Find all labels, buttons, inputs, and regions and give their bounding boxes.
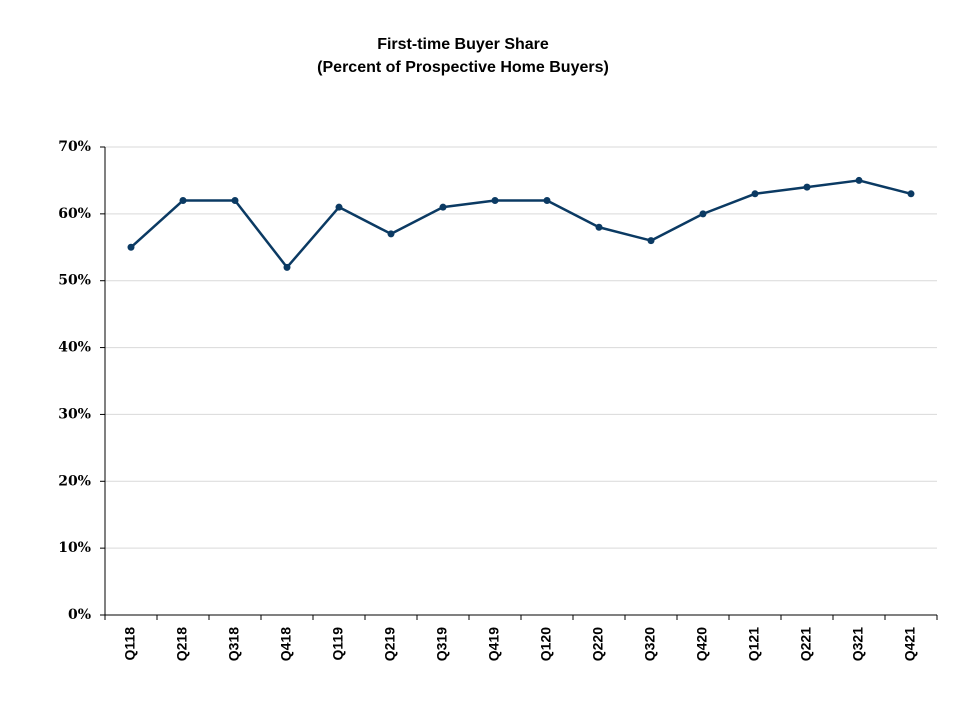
data-point <box>855 176 863 184</box>
data-point <box>751 190 759 198</box>
y-tick-label: 50% <box>58 273 91 289</box>
y-tick-label: 40% <box>58 340 91 356</box>
data-point <box>439 203 447 211</box>
data-point <box>543 196 551 204</box>
y-axis-tick-labels: 0% 10% 20% 30% 40% 50% 60% 70% <box>58 139 91 623</box>
series-layer <box>127 176 915 271</box>
x-tick-label: Q220 <box>590 627 606 661</box>
data-point <box>803 183 811 191</box>
chart-title: First-time Buyer Share <box>377 36 549 53</box>
x-tick-label: Q319 <box>434 627 450 661</box>
series-line <box>130 179 912 269</box>
x-tick-label: Q121 <box>746 627 762 661</box>
y-tick-label: 70% <box>58 139 91 155</box>
x-tick-label: Q419 <box>486 627 502 661</box>
axes <box>100 146 938 620</box>
data-point <box>595 223 603 231</box>
x-tick-label: Q221 <box>798 627 814 661</box>
data-point <box>491 196 499 204</box>
x-tick-label: Q321 <box>850 627 866 661</box>
y-tick-label: 20% <box>58 473 91 489</box>
y-tick-label: 30% <box>58 406 91 422</box>
x-tick-label: Q421 <box>902 627 918 661</box>
data-point <box>907 190 915 198</box>
x-tick-label: Q219 <box>382 627 398 661</box>
y-tick-label: 10% <box>58 540 91 556</box>
data-point <box>127 243 135 251</box>
x-tick-label: Q318 <box>226 627 242 661</box>
data-point <box>335 203 343 211</box>
x-tick-label: Q418 <box>278 627 294 661</box>
x-tick-label: Q118 <box>122 627 138 661</box>
data-point <box>231 196 239 204</box>
data-point <box>283 263 291 271</box>
data-point <box>647 237 655 245</box>
data-point <box>179 196 187 204</box>
x-tick-label: Q218 <box>174 627 190 661</box>
x-axis-tick-labels: Q118 Q218 Q318 Q418 Q119 Q219 Q319 Q419 Q120 Q220… <box>122 627 918 661</box>
x-tick-label: Q420 <box>694 627 710 661</box>
x-tick-label: Q119 <box>330 627 346 661</box>
y-tick-label: 60% <box>58 206 91 222</box>
chart-subtitle: (Percent of Prospective Home Buyers) <box>317 59 609 76</box>
data-point <box>699 210 707 218</box>
x-tick-label: Q320 <box>642 627 658 661</box>
y-tick-label: 0% <box>68 607 91 623</box>
x-tick-label: Q120 <box>538 627 554 661</box>
gridlines <box>105 146 937 549</box>
data-point <box>387 230 395 238</box>
